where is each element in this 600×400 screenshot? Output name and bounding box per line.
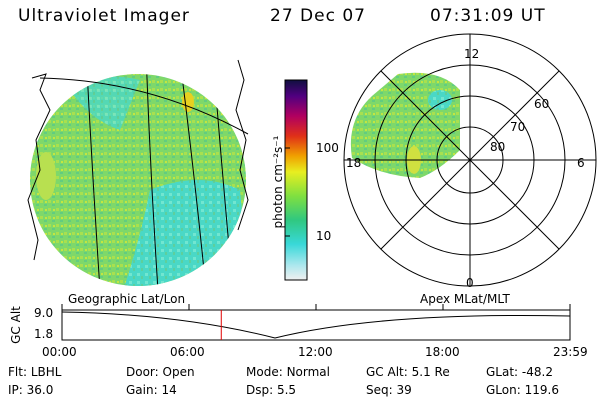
- geographic-image: [27, 59, 249, 286]
- x-tick-0000: 00:00: [42, 345, 77, 359]
- status-filter: Flt: LBHL: [8, 365, 62, 379]
- mlt-label-6: 6: [577, 156, 585, 170]
- status-seq: Seq: 39: [366, 383, 412, 397]
- colorbar-tick-100: 100: [316, 141, 339, 155]
- status-glat: GLat: -48.2: [486, 365, 553, 379]
- mlat-label-80: 80: [490, 140, 506, 154]
- status-gc-alt: GC Alt: 5.1 Re: [366, 365, 450, 379]
- status-dsp: Dsp: 5.5: [246, 383, 297, 397]
- colorbar: [284, 79, 308, 281]
- x-tick-1800: 18:00: [425, 345, 460, 359]
- status-glon: GLon: 119.6: [486, 383, 559, 397]
- mlat-label-70: 70: [510, 120, 526, 134]
- status-door: Door: Open: [126, 365, 195, 379]
- y-tick-9: 9.0: [34, 306, 54, 320]
- timeline-left-title: Geographic Lat/Lon: [68, 292, 186, 306]
- colorbar-unit-label: photon cm⁻²s⁻¹: [271, 135, 285, 229]
- mlt-label-18: 18: [346, 156, 362, 170]
- x-tick-0600: 06:00: [170, 345, 205, 359]
- instrument-title: Ultraviolet Imager: [18, 6, 190, 26]
- y-tick-1-8: 1.8: [34, 327, 54, 341]
- mlt-label-12: 12: [464, 47, 480, 61]
- status-ip: IP: 36.0: [8, 383, 54, 397]
- x-tick-1200: 12:00: [298, 345, 333, 359]
- observation-date: 27 Dec 07: [270, 6, 366, 26]
- timeline-axis-label: GC Alt: [9, 306, 23, 344]
- x-tick-2359: 23:59: [553, 345, 588, 359]
- mlat-label-60: 60: [534, 97, 550, 111]
- mlt-label-0: 0: [466, 276, 474, 290]
- status-mode: Mode: Normal: [246, 365, 330, 379]
- altitude-timeline: [61, 304, 571, 341]
- timeline-right-title: Apex MLat/MLT: [420, 292, 510, 306]
- status-gain: Gain: 14: [126, 383, 177, 397]
- polar-plot: [343, 33, 597, 287]
- observation-time: 07:31:09 UT: [430, 6, 546, 26]
- colorbar-tick-10: 10: [316, 229, 332, 243]
